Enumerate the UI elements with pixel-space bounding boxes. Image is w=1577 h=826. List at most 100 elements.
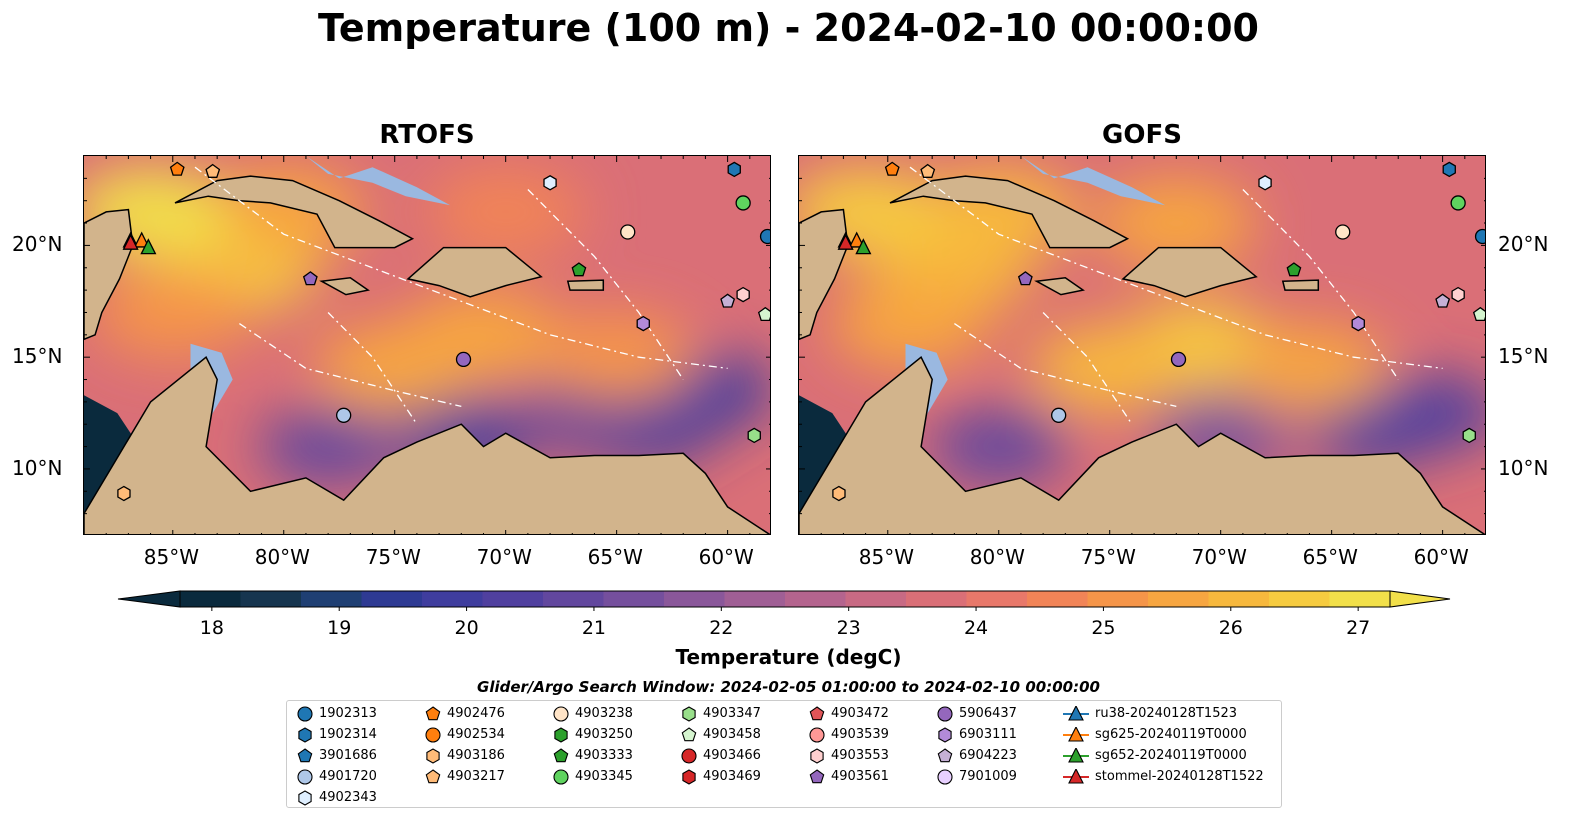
float-marker-4902476 xyxy=(884,161,900,176)
south-america-landmass xyxy=(799,356,1485,534)
bahamas-shelf xyxy=(305,156,451,206)
float-marker-1902313 xyxy=(1474,228,1485,245)
float-marker-4903238 xyxy=(620,224,636,240)
legend-item: 4903217 xyxy=(425,766,505,787)
legend-symbol xyxy=(553,768,569,785)
legend-symbol xyxy=(298,726,312,743)
legend-item: 4903561 xyxy=(809,766,889,787)
legend-item: 4901720 xyxy=(297,766,377,787)
legend-item: ru38-20240128T1523 xyxy=(1063,703,1237,724)
map-panel-rtofs xyxy=(83,155,771,535)
yucatan-landmass xyxy=(799,208,849,341)
float-marker-sg652-20240119T0000 xyxy=(855,238,872,255)
warm-anomaly xyxy=(92,267,253,358)
legend-item: 4903466 xyxy=(681,745,761,766)
legend-symbol xyxy=(426,747,440,764)
legend-symbol xyxy=(553,747,569,762)
warm-anomaly xyxy=(536,312,697,403)
legend-label: 6903111 xyxy=(959,727,1017,742)
legend-symbol xyxy=(937,768,953,785)
hexagon-marker-icon xyxy=(298,726,312,743)
legend-label: stommel-20240128T1522 xyxy=(1095,769,1264,784)
legend-symbol xyxy=(425,768,441,783)
legend-item: 4903553 xyxy=(809,745,889,766)
legend-item: 4903539 xyxy=(809,724,889,745)
hispaniola-landmass xyxy=(1121,246,1258,298)
float-marker-4903333 xyxy=(571,262,587,277)
x-tick-label: 85°W xyxy=(858,545,914,569)
pentagon-marker-icon xyxy=(937,747,953,762)
circle-marker-icon xyxy=(425,726,441,743)
jamaica-landmass xyxy=(319,277,370,296)
legend-item: stommel-20240128T1522 xyxy=(1063,766,1264,787)
pentagon-marker-icon xyxy=(425,768,441,783)
legend-label: 4903466 xyxy=(703,748,761,763)
colorbar-segment xyxy=(603,591,665,607)
legend-label: 4903469 xyxy=(703,769,761,784)
warm-anomaly xyxy=(1229,323,1390,414)
legend-label: 4903186 xyxy=(447,748,505,763)
legend-symbol xyxy=(682,705,696,722)
hexagon-marker-icon xyxy=(938,726,952,743)
colorbar-segment xyxy=(240,591,302,607)
x-tick-label: 60°W xyxy=(1413,545,1469,569)
x-tick-label: 70°W xyxy=(1191,545,1247,569)
maritime-boundary xyxy=(239,323,462,408)
legend-label: 6904223 xyxy=(959,748,1017,763)
legend-label: 1902314 xyxy=(319,727,377,742)
colorbar-tick-label: 21 xyxy=(582,617,606,639)
warm-anomaly xyxy=(425,166,586,257)
colorbar-segment xyxy=(543,591,604,607)
cold-anomaly xyxy=(928,408,1069,485)
x-tick-label: 80°W xyxy=(969,545,1025,569)
maritime-boundary xyxy=(954,323,1177,408)
pentagon-marker-icon xyxy=(425,705,441,720)
triangle-marker-icon xyxy=(1063,725,1089,742)
float-marker-4903561 xyxy=(1017,271,1033,286)
colorbar-segment xyxy=(1027,591,1088,607)
legend-symbol xyxy=(681,747,697,764)
cuba-landmass xyxy=(889,175,1130,249)
legend-symbol xyxy=(938,726,952,743)
pentagon-marker-icon xyxy=(297,747,313,762)
legend-item: 1902313 xyxy=(297,703,377,724)
float-marker-4903333 xyxy=(1286,262,1302,277)
legend-label: 5906437 xyxy=(959,706,1017,721)
float-marker-6903111 xyxy=(636,315,650,332)
float-marker-1902314 xyxy=(727,161,741,178)
legend-item: sg652-20240119T0000 xyxy=(1063,745,1247,766)
cold-anomaly xyxy=(579,386,720,463)
float-marker-4903217 xyxy=(920,163,936,178)
x-tick-label: 80°W xyxy=(254,545,310,569)
float-marker-4903458 xyxy=(1472,306,1485,322)
colorbar-outline xyxy=(179,590,1391,608)
colorbar-segment xyxy=(482,591,544,607)
legend-label: 4902534 xyxy=(447,727,505,742)
colorbar-tick-label: 26 xyxy=(1219,617,1243,639)
float-marker-4903238 xyxy=(1335,224,1351,240)
warm-anomaly xyxy=(1096,178,1257,269)
colorbar-extend-max xyxy=(1389,590,1451,608)
colorbar-segment xyxy=(966,591,1028,607)
circle-marker-icon xyxy=(809,726,825,743)
colorbar-tick-label: 24 xyxy=(964,617,988,639)
colorbar-segment xyxy=(845,591,907,607)
puerto-rico-landmass xyxy=(566,279,605,291)
legend-symbol xyxy=(810,747,824,764)
x-tick-label: 85°W xyxy=(143,545,199,569)
float-marker-4903347 xyxy=(747,427,761,444)
x-tick-label: 65°W xyxy=(1302,545,1358,569)
colorbar-tick-label: 18 xyxy=(200,617,224,639)
legend-label: 4903561 xyxy=(831,769,889,784)
float-marker-4901720 xyxy=(336,407,352,423)
legend-label: 4903238 xyxy=(575,706,633,721)
cold-anomaly xyxy=(258,408,399,485)
y-tick-label-right: 10°N xyxy=(1498,455,1549,480)
maritime-boundary xyxy=(1242,189,1399,380)
map-panel-gofs xyxy=(798,155,1486,535)
triangle-marker-icon xyxy=(1063,704,1089,721)
legend-label: 4903217 xyxy=(447,769,505,784)
colorbar: 18 19 20 21 22 23 24 25 26 27 xyxy=(117,590,1451,639)
y-tick-label-right: 20°N xyxy=(1498,232,1549,257)
float-marker-5906437 xyxy=(1170,351,1187,368)
